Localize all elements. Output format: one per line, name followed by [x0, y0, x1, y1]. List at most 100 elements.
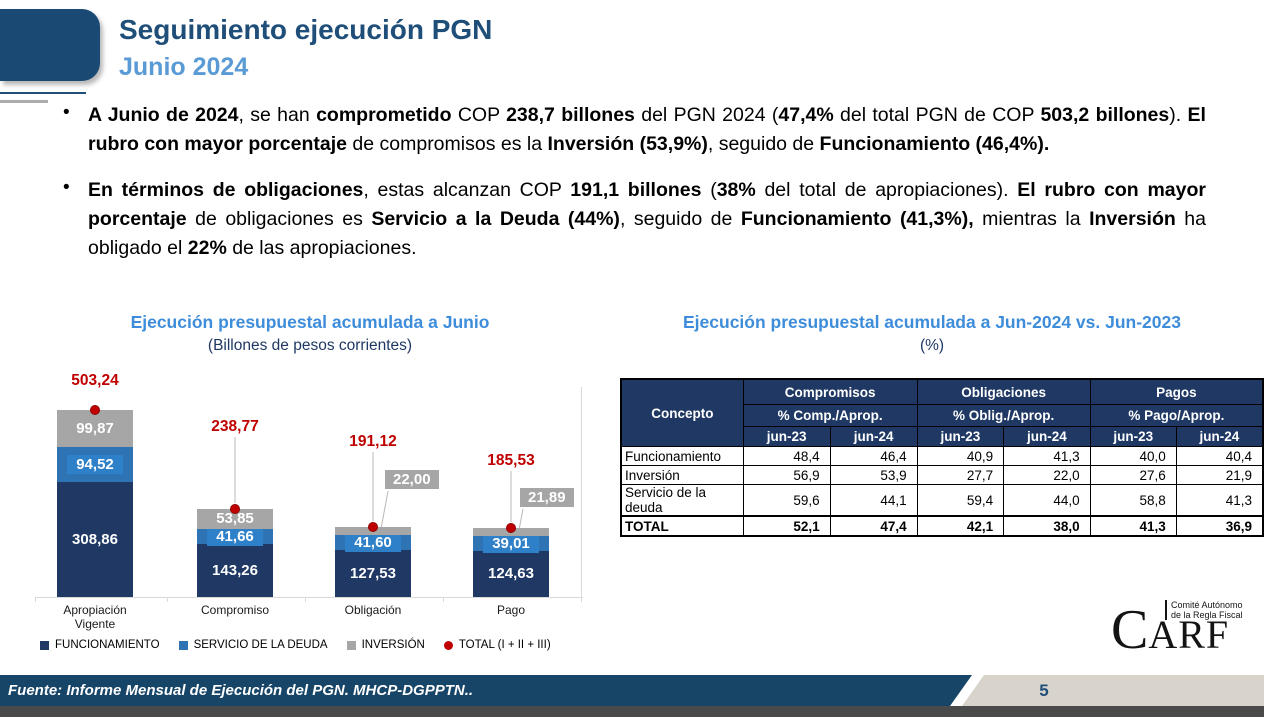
carf-logo: C ARF Comité Autónomo de la Regla Fiscal	[1103, 596, 1259, 666]
bullet-run: del PGN 2024 (	[634, 104, 779, 126]
bar-segment-label: 39,01	[483, 533, 539, 553]
stacked-bar-chart: 308,86 94,52 99,87 503,24 Apropiación Vigent…	[30, 372, 590, 632]
bullet-run: Funcionamiento (46,4%).	[819, 133, 1050, 155]
legend-item: FUNCIONAMIENTO	[40, 639, 160, 651]
bar-segment-label: 94,52	[67, 454, 123, 474]
table-header-group: Compromisos	[742, 378, 918, 405]
total-marker-dot	[506, 523, 516, 533]
legend-swatch-icon	[40, 640, 49, 650]
total-value-label: 503,24	[71, 372, 119, 389]
total-value-label: 185,53	[487, 452, 535, 469]
legend-label: FUNCIONAMIENTO	[55, 639, 160, 651]
table-cell-value: 58,8	[1089, 484, 1177, 517]
category-label: Apropiación Vigente	[63, 603, 127, 631]
table-row: Inversión 56,9 53,9 27,7 22,0 27,6 21,9	[620, 465, 1264, 485]
axis-tick	[305, 597, 306, 602]
table-header-period: jun-24	[1003, 426, 1091, 447]
decorative-line-gray	[0, 100, 48, 103]
legend-label: INVERSIÓN	[361, 639, 425, 651]
table-header-period: jun-24	[1175, 426, 1264, 447]
table-header-sub: % Pago/Aprop.	[1089, 404, 1264, 427]
bar-segment-label: 41,66	[207, 526, 263, 546]
bullet-run: Servicio a la Deuda (44%)	[371, 208, 620, 230]
bullet-run: El rubro con mayor porcentaje	[88, 104, 1206, 155]
bar-segment-label: 308,86	[72, 530, 118, 548]
bullet-run: del total PGN de COP	[833, 104, 1041, 126]
bullet-run: , seguido de	[619, 208, 741, 230]
carf-logo-tagline: Comité Autónomo de la Regla Fiscal	[1165, 600, 1243, 620]
bullet-run: Inversión	[1089, 208, 1176, 230]
bullet-run: 503,2 billones	[1040, 104, 1170, 126]
x-axis	[35, 597, 583, 598]
bullet-run: 191,1 billones	[570, 179, 702, 201]
bar-segment-funcionamiento	[197, 544, 273, 597]
bullet-run: Funcionamiento (41,3%),	[740, 208, 974, 230]
bullet-run: mientras la	[973, 208, 1090, 230]
category-label: Compromiso	[200, 603, 269, 617]
table-cell-value: 40,0	[1089, 446, 1177, 466]
bar-segment-funcionamiento	[473, 551, 549, 597]
table-cell-value: 46,4	[829, 446, 918, 466]
axis-tick	[167, 597, 168, 602]
decorative-line-navy	[0, 92, 86, 94]
bar-segment-funcionamiento	[335, 550, 411, 597]
table-cell-value: 22,0	[1003, 465, 1091, 485]
bullet-run: de compromisos es la	[346, 133, 548, 155]
table-cell-value: 59,6	[742, 484, 831, 517]
total-value-label: 238,77	[211, 418, 259, 435]
page-title: Seguimiento ejecución PGN	[119, 14, 493, 45]
bottom-strip	[0, 706, 1264, 717]
page-subtitle: Junio 2024	[119, 53, 249, 81]
carf-logo-letters-arf: ARF	[1148, 612, 1230, 657]
table-header-group: Pagos	[1089, 378, 1264, 405]
page-number-tab	[962, 675, 1264, 706]
bullet-run: A Junio de 2024	[88, 104, 239, 126]
table-total-row: TOTAL 52,1 47,4 42,1 38,0 41,3 36,9	[620, 515, 1264, 537]
legend-label: SERVICIO DE LA DEUDA	[193, 639, 328, 651]
table-cell-value: 41,3	[1175, 484, 1264, 517]
table-header-row: jun-23 jun-24 jun-23 jun-24 jun-23 jun-24	[621, 426, 1264, 447]
bar-segment-label: 143,26	[212, 561, 258, 579]
bullet-run: 238,7 billones	[506, 104, 635, 126]
table-cell-value: 40,4	[1175, 446, 1264, 466]
bullet-run: , se han	[238, 104, 317, 126]
table-row: Funcionamiento 48,4 46,4 40,9 41,3 40,0 40,4	[620, 446, 1264, 466]
table-cell-value: 36,9	[1175, 515, 1264, 537]
plot-right-border	[581, 387, 582, 597]
leader-lines	[234, 437, 524, 531]
table-cell-value: 44,1	[829, 484, 918, 517]
axis-tick	[35, 597, 36, 602]
carf-tagline-line1: Comité Autónomo	[1171, 600, 1243, 610]
bullet-run: ).	[1169, 104, 1188, 126]
bullet-run: El rubro con mayor porcentaje	[88, 179, 1206, 230]
legend-dot-icon	[443, 640, 453, 650]
bar-segment-inversión	[197, 509, 273, 529]
table-cell-value: 41,3	[1003, 446, 1091, 466]
bullet-run: En términos de obligaciones	[88, 179, 364, 201]
bullet-marker: •	[63, 177, 70, 198]
table-cell-concept: Inversión	[620, 465, 744, 485]
table-cell-value: 21,9	[1175, 465, 1264, 485]
bullet-text: A Junio de 2024, se han comprometido COP…	[88, 101, 1206, 159]
table-cell-value: 47,4	[829, 515, 918, 537]
table-cell-value: 42,1	[916, 515, 1005, 537]
table-cell-value: 53,9	[829, 465, 918, 485]
carf-logo-letter-c: C	[1111, 599, 1149, 661]
table-cell-value: 56,9	[742, 465, 831, 485]
category-label: Obligación	[344, 603, 402, 617]
bullet-run: , estas alcanzan COP	[363, 179, 571, 201]
bullet-run: Inversión (53,9%)	[547, 133, 708, 155]
table-cell-value: 52,1	[742, 515, 831, 537]
table-header-row: Concepto Compromisos Obligaciones Pagos	[620, 378, 1264, 447]
table-title: Ejecución presupuestal acumulada a Jun-2…	[683, 312, 1181, 332]
axis-tick	[443, 597, 444, 602]
carf-logo-text: C ARF	[1111, 599, 1230, 661]
bullet-run: del total de apropiaciones).	[755, 179, 1018, 201]
bullet-list: • A Junio de 2024, se han comprometido C…	[56, 101, 1206, 280]
legend-swatch-icon	[346, 640, 356, 650]
table-cell-value: 40,9	[916, 446, 1005, 466]
table-cell-value: 59,4	[916, 484, 1005, 517]
legend-swatch-icon	[178, 640, 188, 650]
total-marker-dot	[368, 522, 378, 532]
